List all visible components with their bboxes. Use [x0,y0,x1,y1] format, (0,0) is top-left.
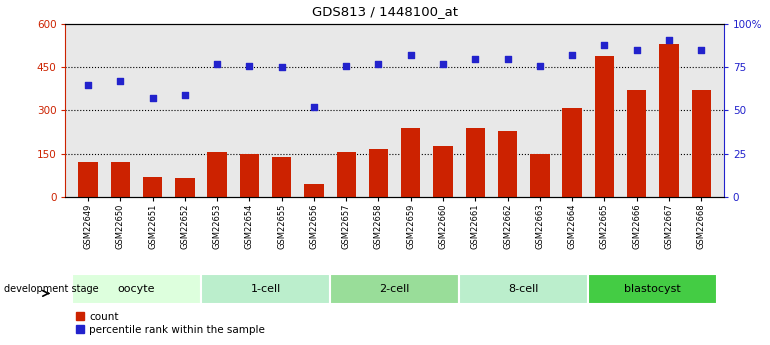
Text: oocyte: oocyte [118,284,156,294]
Point [114,78,126,84]
Bar [594,56,614,197]
Point [631,47,643,53]
Point [340,63,353,68]
Bar [336,152,356,197]
Bar [175,178,195,197]
Bar [401,128,420,197]
Text: 1-cell: 1-cell [250,284,280,294]
Legend: count, percentile rank within the sample: count, percentile rank within the sample [75,312,265,335]
Text: GDS813 / 1448100_at: GDS813 / 1448100_at [312,5,458,18]
Point [243,63,256,68]
Point [308,104,320,110]
Bar [459,274,588,304]
Text: 8-cell: 8-cell [508,284,539,294]
Bar [207,152,227,197]
Bar [531,154,550,197]
Text: blastocyst: blastocyst [624,284,681,294]
Bar [466,128,485,197]
Text: 2-cell: 2-cell [380,284,410,294]
Bar [627,90,646,197]
Point [695,47,708,53]
Point [663,37,675,42]
Bar [72,274,201,304]
Point [146,96,159,101]
Point [276,65,288,70]
Point [598,42,611,48]
Bar [304,184,323,197]
Bar [111,161,130,197]
Text: development stage: development stage [4,284,99,294]
Point [534,63,546,68]
Bar [659,44,678,197]
Bar [562,108,582,197]
Bar [79,162,98,197]
Bar [143,177,162,197]
Bar [434,146,453,197]
Bar [201,274,330,304]
Point [566,52,578,58]
Point [437,61,449,67]
Bar [239,154,259,197]
Point [82,82,94,87]
Point [211,61,223,67]
Bar [369,149,388,197]
Point [501,56,514,61]
Bar [691,90,711,197]
Point [404,52,417,58]
Bar [330,274,459,304]
Bar [498,130,517,197]
Bar [588,274,718,304]
Bar [272,157,291,197]
Point [469,56,481,61]
Point [373,61,385,67]
Point [179,92,191,98]
